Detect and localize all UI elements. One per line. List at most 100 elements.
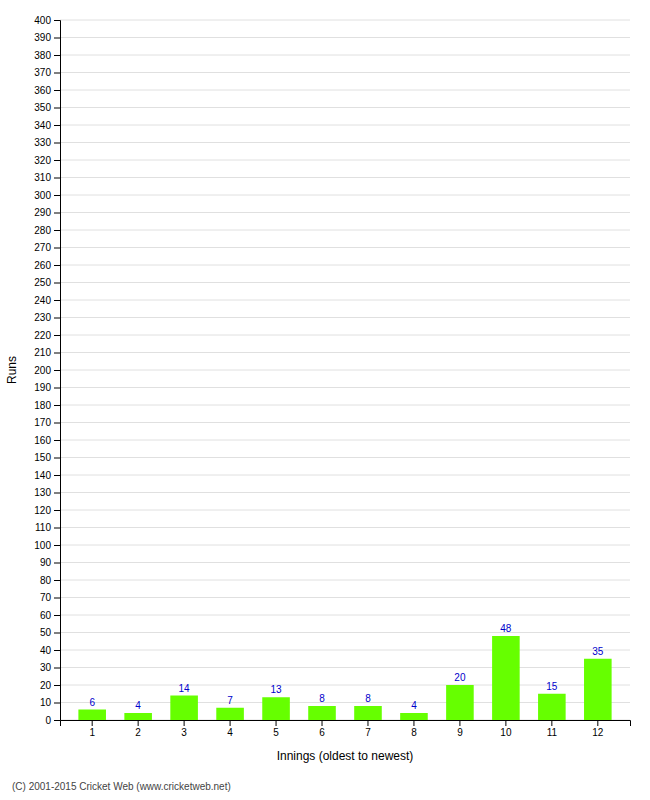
tick-mark	[551, 720, 552, 726]
tick-label: 280	[34, 225, 51, 236]
tick: 11	[547, 720, 558, 738]
tick-label: 270	[34, 242, 51, 253]
tick: 390	[34, 32, 60, 43]
tick: 10	[40, 697, 60, 708]
tick-mark	[54, 248, 60, 249]
tick-label: 20	[40, 680, 52, 691]
tick: 210	[34, 347, 60, 358]
tick-mark	[54, 458, 60, 459]
tick: 310	[34, 172, 60, 183]
tick-mark	[54, 598, 60, 599]
tick-label: 150	[34, 452, 51, 463]
tick-label: 90	[40, 557, 52, 568]
tick-mark	[54, 493, 60, 494]
tick-label: 4	[227, 727, 233, 738]
grid-line	[60, 335, 630, 336]
grid-line	[60, 667, 630, 668]
tick-label: 320	[34, 155, 51, 166]
tick-mark	[184, 720, 185, 726]
tick: 20	[40, 680, 60, 691]
tick: 10	[500, 720, 512, 738]
tick: 140	[34, 470, 60, 481]
tick: 150	[34, 452, 60, 463]
tick-label: 140	[34, 470, 51, 481]
tick-mark	[54, 125, 60, 126]
tick-mark	[322, 720, 323, 726]
tick-mark	[54, 405, 60, 406]
grid-line	[60, 90, 630, 91]
tick-mark	[54, 650, 60, 651]
tick: 380	[34, 50, 60, 61]
data-label: 48	[500, 623, 512, 634]
tick-mark	[54, 195, 60, 196]
tick: 280	[34, 225, 60, 236]
tick-mark	[276, 720, 277, 726]
grid-line	[60, 247, 630, 248]
tick: 8	[411, 720, 417, 738]
tick-mark	[54, 475, 60, 476]
tick-mark	[54, 668, 60, 669]
tick-mark	[54, 580, 60, 581]
tick-mark	[54, 73, 60, 74]
tick: 330	[34, 137, 60, 148]
tick: 100	[34, 540, 60, 551]
tick-label: 6	[319, 727, 325, 738]
bar	[400, 713, 428, 720]
data-label: 4	[411, 700, 417, 711]
tick-label: 310	[34, 172, 51, 183]
tick: 110	[35, 522, 60, 533]
tick-mark	[138, 720, 139, 726]
tick: 0	[45, 715, 60, 726]
tick-mark	[54, 720, 60, 721]
tick: 190	[34, 382, 60, 393]
tick-label: 8	[411, 727, 417, 738]
tick-label: 330	[34, 137, 51, 148]
tick: 160	[34, 435, 60, 446]
tick: 370	[34, 67, 60, 78]
tick-mark	[230, 720, 231, 726]
grid-line	[60, 492, 630, 493]
grid-line	[60, 160, 630, 161]
chart: 0102030405060708090100110120130140150160…	[0, 0, 650, 800]
tick-label: 50	[40, 627, 52, 638]
tick-mark	[54, 703, 60, 704]
bar	[216, 708, 244, 720]
grid-line	[60, 545, 630, 546]
grid-line	[60, 317, 630, 318]
tick-mark	[459, 720, 460, 726]
tick: 350	[34, 102, 60, 113]
tick-label: 180	[34, 400, 51, 411]
grid-line	[60, 387, 630, 388]
data-labels: 641471388420481535	[89, 623, 603, 711]
grid-line	[60, 72, 630, 73]
tick-label: 400	[34, 15, 51, 26]
tick-mark	[54, 283, 60, 284]
tick-label: 260	[34, 260, 51, 271]
data-label: 7	[227, 695, 233, 706]
tick-label: 5	[273, 727, 279, 738]
tick-label: 110	[35, 522, 51, 533]
tick-mark	[54, 388, 60, 389]
footer: (C) 2001-2015 Cricket Web (www.cricketwe…	[12, 781, 231, 792]
data-label: 15	[546, 681, 558, 692]
tick-mark	[54, 38, 60, 39]
bar	[584, 659, 612, 720]
plot: 0102030405060708090100110120130140150160…	[34, 15, 630, 738]
tick: 80	[40, 575, 60, 586]
tick-label: 2	[135, 727, 141, 738]
bars	[78, 636, 611, 720]
grid-line	[60, 457, 630, 458]
grid-line	[60, 195, 630, 196]
grid-line	[60, 580, 630, 581]
tick: 60	[40, 610, 60, 621]
grid-line	[60, 650, 630, 651]
grid-line	[60, 405, 630, 406]
tick-label: 0	[45, 715, 51, 726]
tick-label: 240	[34, 295, 51, 306]
tick: 250	[34, 277, 60, 288]
tick-mark	[54, 510, 60, 511]
tick: 50	[40, 627, 60, 638]
tick: 12	[592, 720, 604, 738]
tick-mark	[54, 335, 60, 336]
grid	[60, 20, 630, 720]
